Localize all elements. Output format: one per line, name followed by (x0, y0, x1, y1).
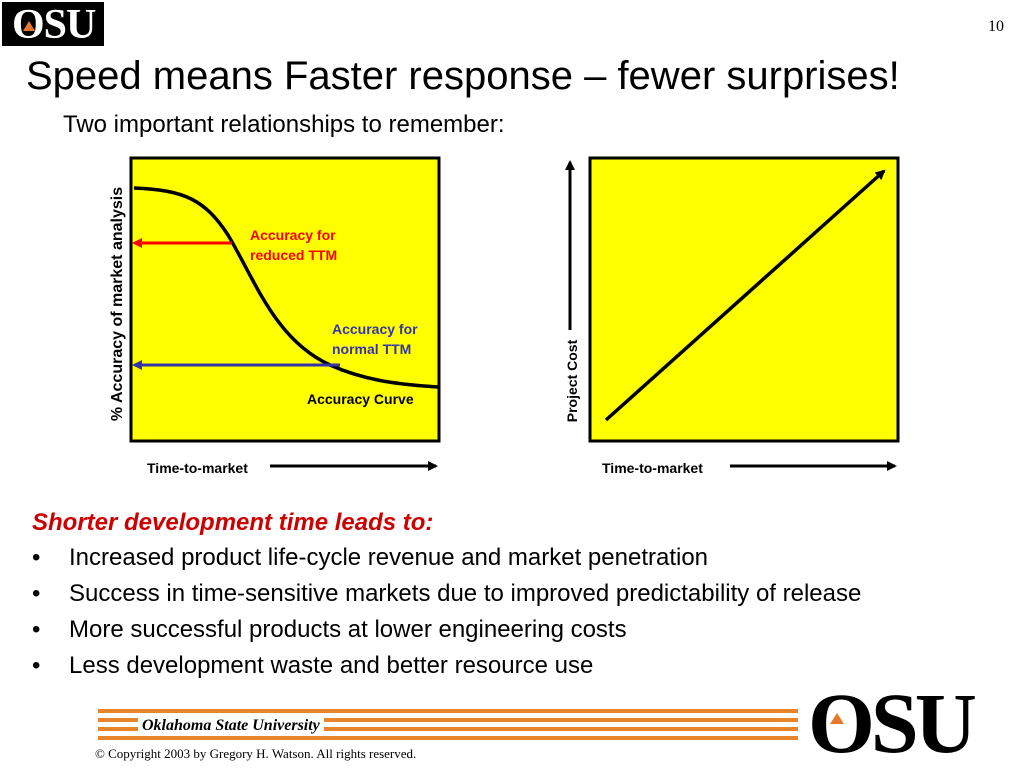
left-y-axis-label: % Accuracy of market analysis (109, 187, 126, 421)
accuracy-curve-label: Accuracy Curve (307, 391, 414, 407)
osu-logo-small: OSU (2, 2, 104, 48)
accuracy-curve (133, 186, 439, 389)
normal-label-line2: normal TTM (332, 341, 411, 357)
reduced-label-line1: Accuracy for (250, 227, 336, 243)
bullet-list: • Increased product life-cycle revenue a… (32, 540, 861, 684)
footer-stripes (98, 709, 798, 741)
osu-logo-triangle-icon (830, 713, 844, 724)
bullet-text: More successful products at lower engine… (69, 616, 627, 643)
footer-stripe (98, 727, 798, 731)
reduced-label-line2: reduced TTM (250, 247, 337, 263)
right-y-axis-label: Project Cost (564, 339, 580, 422)
bullet-item: • Increased product life-cycle revenue a… (32, 540, 861, 576)
bullet-item: • Success in time-sensitive markets due … (32, 576, 861, 612)
normal-label-line1: Accuracy for (332, 321, 418, 337)
bullet-item: • More successful products at lower engi… (32, 612, 861, 648)
bullet-dot-icon: • (32, 580, 41, 607)
osu-logo-large: OSU (808, 686, 979, 762)
diagram-canvas: Accuracy for reduced TTM Accuracy for no… (109, 156, 900, 476)
copyright-notice: © Copyright 2003 by Gregory H. Watson. A… (95, 746, 417, 761)
bullet-item: • Less development waste and better reso… (32, 648, 861, 684)
bullet-dot-icon: • (32, 616, 41, 643)
bullet-text: Increased product life-cycle revenue and… (69, 544, 709, 571)
bullet-dot-icon: • (32, 652, 41, 679)
bullets-heading: Shorter development time leads to: (32, 509, 434, 536)
bullet-text: Less development waste and better resour… (69, 652, 594, 679)
slide-title: Speed means Faster response – fewer surp… (26, 54, 900, 98)
footer-stripe (98, 718, 798, 722)
right-x-axis-label: Time-to-market (602, 460, 703, 476)
footer-stripe (98, 709, 798, 713)
osu-logo-triangle-icon (23, 21, 35, 31)
bullet-dot-icon: • (32, 544, 41, 571)
left-panel (129, 156, 441, 443)
university-name: Oklahoma State University (138, 716, 324, 736)
bullet-text: Success in time-sensitive markets due to… (69, 580, 862, 607)
left-x-axis-label: Time-to-market (147, 460, 248, 476)
cost-line (604, 169, 886, 422)
footer-stripe (98, 736, 798, 740)
page-number: 10 (988, 18, 1004, 35)
slide-subtitle: Two important relationships to remember: (63, 111, 505, 138)
